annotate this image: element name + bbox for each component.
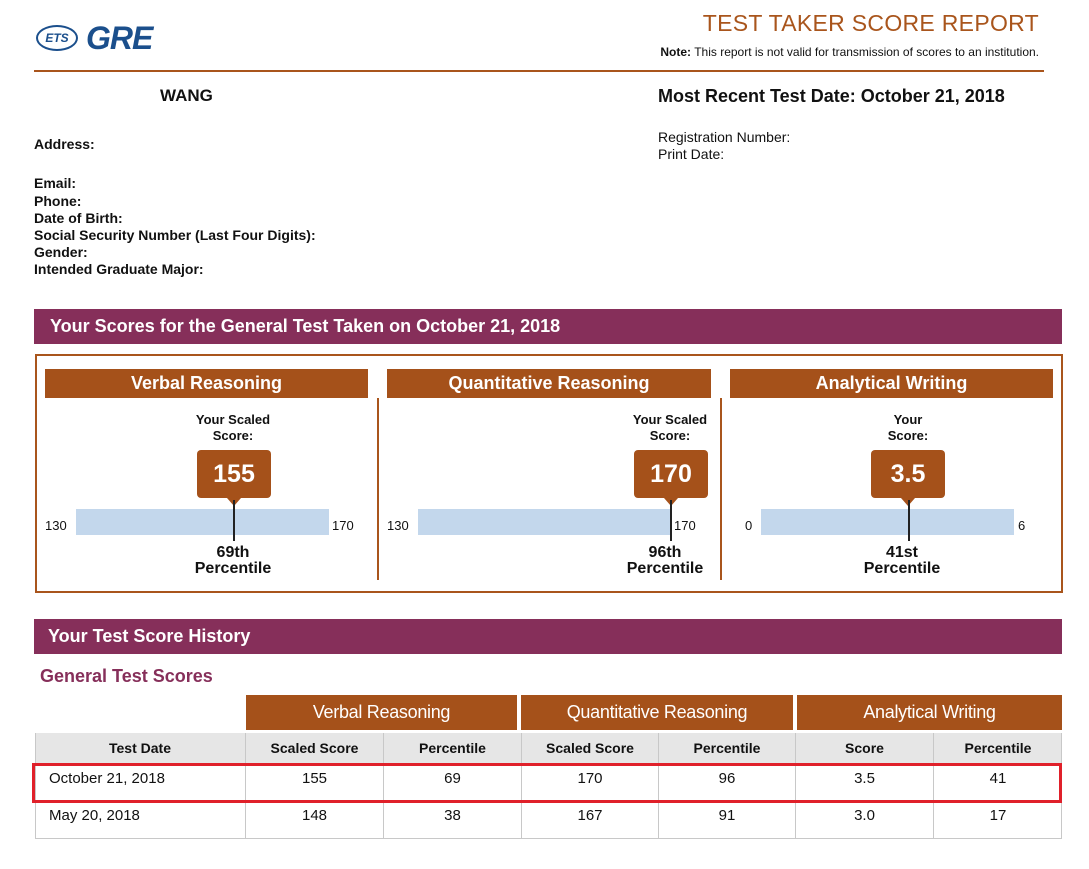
verbal-score-label: Your Scaled Score: [173,412,293,444]
table-group-quant: Quantitative Reasoning [521,695,793,730]
quantitative-reasoning-header: Quantitative Reasoning [387,369,711,398]
report-title: TEST TAKER SCORE REPORT [702,10,1039,36]
table-row-1-quant-scaled: 170 [577,770,603,787]
email-label: Email: [34,175,77,191]
verbal-score-marker [233,500,236,541]
note-label: Note: [660,45,692,59]
quant-scale-max: 170 [674,518,696,533]
scores-section-header: Your Scores for the General Test Taken o… [34,309,1062,344]
table-row-1-test-date: October 21, 2018 [49,770,165,787]
quant-score-label-line2: Score: [649,428,691,443]
gender-label: Gender: [34,244,88,260]
verbal-score-scale-bar [76,509,329,535]
quant-scale-min: 130 [387,518,409,533]
table-row-1-writing-score: 3.5 [854,770,875,787]
writing-score-bubble: 3.5 [871,450,945,498]
writing-percentile: 41st Percentile [842,545,962,577]
most-recent-test-date: Most Recent Test Date: October 21, 2018 [658,86,1005,106]
table-row-2-writing-score: 3.0 [854,807,875,824]
writing-score-marker [907,500,910,541]
verbal-percentile: 69th Percentile [173,545,293,577]
ssn-label: Social Security Number (Last Four Digits… [34,227,316,243]
table-group-verbal: Verbal Reasoning [246,695,517,730]
verbal-score-label-line2: Score: [212,428,254,443]
table-grid-line [383,733,384,838]
writing-scale-min: 0 [745,518,753,533]
ets-gre-logo: ETS GRE [36,18,153,58]
verbal-reasoning-header: Verbal Reasoning [45,369,368,398]
quant-score-label-line1: Your Scaled [632,412,708,427]
table-row-1-writing-percentile: 41 [989,770,1007,787]
col-header-writing-score: Score [796,733,933,763]
row-highlight-box [32,763,1062,803]
col-header-quant-percentile: Percentile [659,733,795,763]
test-taker-name: WANG [160,86,213,105]
table-grid-line [933,733,934,838]
col-header-writing-percentile: Percentile [934,733,1062,763]
verbal-percentile-value: 69th [216,544,250,561]
analytical-writing-header: Analytical Writing [730,369,1053,398]
registration-number-label: Registration Number: [658,129,791,145]
gre-logo-text: GRE [86,19,153,56]
verbal-scale-min: 130 [45,518,67,533]
table-row-2-verbal-percentile: 38 [444,807,461,824]
writing-percentile-value: 41st [885,544,919,561]
report-note: Note: This report is not valid for trans… [660,45,1039,59]
table-grid-line [245,733,246,838]
writing-score-scale-bar [761,509,1014,535]
table-grid-line [795,733,796,838]
major-label: Intended Graduate Major: [34,261,204,277]
quant-percentile-value: 96th [648,544,682,561]
score-column-divider [720,398,722,580]
header-divider [34,70,1044,72]
table-group-writing: Analytical Writing [797,695,1062,730]
table-row-2-quant-percentile: 91 [718,807,736,824]
col-header-test-date: Test Date [35,733,245,763]
verbal-percentile-word: Percentile [194,560,272,577]
note-text: This report is not valid for transmissio… [694,45,1039,59]
verbal-scale-max: 170 [332,518,354,533]
address-label: Address: [34,136,95,152]
verbal-score-label-line1: Your Scaled [195,412,271,427]
quant-score-scale-bar [418,509,671,535]
table-grid-line [35,733,36,838]
ets-logo-badge: ETS [36,25,78,51]
quant-score-marker [670,500,672,541]
table-grid-line [658,733,659,838]
score-column-divider [377,398,379,580]
col-header-verbal-percentile: Percentile [384,733,521,763]
verbal-score-bubble: 155 [197,450,271,498]
table-grid-line [35,838,1062,839]
col-header-verbal-scaled: Scaled Score [246,733,383,763]
table-row-1-quant-percentile: 96 [718,770,736,787]
table-row-2-test-date: May 20, 2018 [49,807,140,824]
table-row-1-verbal-percentile: 69 [444,770,461,787]
table-row-1-verbal-scaled: 155 [301,770,328,787]
writing-percentile-word: Percentile [863,560,941,577]
writing-score-label: Your Score: [848,412,968,444]
table-row-2-quant-scaled: 167 [577,807,603,824]
writing-score-label-line1: Your [893,412,923,427]
writing-score-label-line2: Score: [887,428,929,443]
col-header-quant-scaled: Scaled Score [522,733,658,763]
phone-label: Phone: [34,193,82,209]
quant-score-label: Your Scaled Score: [610,412,730,444]
quant-percentile-word: Percentile [626,560,704,577]
quant-percentile: 96th Percentile [605,545,725,577]
score-history-header: Your Test Score History [34,619,1062,654]
table-grid-line [521,733,522,838]
score-summary-box [35,354,1063,593]
table-row-2-writing-percentile: 17 [989,807,1007,824]
general-test-scores-heading: General Test Scores [40,666,213,686]
print-date-label: Print Date: [658,146,725,162]
writing-scale-max: 6 [1018,518,1026,533]
dob-label: Date of Birth: [34,210,123,226]
table-row-2-verbal-scaled: 148 [301,807,328,824]
quant-score-bubble: 170 [634,450,708,498]
